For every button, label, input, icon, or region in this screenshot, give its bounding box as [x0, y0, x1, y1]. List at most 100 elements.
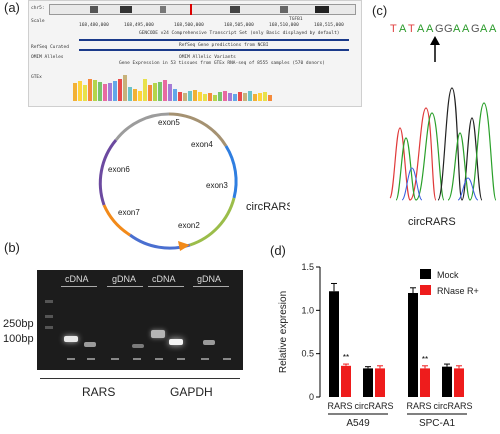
sequence-letter: A [480, 23, 488, 35]
bar [408, 293, 418, 397]
band [203, 340, 215, 345]
panel-b-label: (b) [4, 240, 20, 255]
gtex-bar [98, 82, 102, 101]
legend-label: RNase R+ [437, 286, 479, 296]
refseq-label: RefSeq Curated [31, 45, 69, 50]
band [132, 344, 144, 348]
omim-variants-label: OMIM Allelic Variants [179, 55, 236, 60]
sequence-letter: T [408, 23, 415, 35]
gtex-bar [83, 85, 87, 101]
gtex-bar [218, 92, 222, 101]
gtex-bar [248, 91, 252, 101]
gtex-bar [73, 83, 77, 101]
sequence-letter: A [426, 23, 434, 35]
gtex-bar [128, 87, 132, 101]
bar [341, 365, 351, 397]
exon7-arc [102, 204, 131, 237]
band [169, 339, 183, 345]
gtex-bar [153, 83, 157, 101]
gene-label-rars: RARS [82, 385, 116, 399]
gtex-bar [208, 93, 212, 101]
gtex-bar [133, 89, 137, 101]
gtex-bar [113, 81, 117, 101]
panel-c-label: (c) [372, 3, 388, 18]
band [151, 330, 165, 338]
gtex-bar [138, 91, 142, 101]
exon2-arc [189, 197, 236, 247]
exon6-arc [98, 139, 118, 206]
gtex-bar [243, 93, 247, 101]
coord-label: 168,505,000 [224, 23, 254, 28]
gtex-bar [78, 81, 82, 101]
sequence-letter: A [453, 23, 461, 35]
x-tick-label: RARS [327, 401, 352, 411]
y-tick-label: 0.5 [301, 349, 314, 359]
bar [454, 368, 464, 397]
marker-label: 250bp [3, 318, 34, 330]
gtex-bar [103, 84, 107, 101]
gtex-bar [228, 93, 232, 101]
arrowhead-icon [178, 241, 190, 251]
junction-arrow-icon [430, 36, 440, 45]
gtex-bar [268, 95, 272, 101]
gtex-bar [203, 94, 207, 101]
refseq-track [79, 49, 349, 51]
gtex-bar [213, 95, 217, 101]
lane-label: cDNA [65, 274, 89, 284]
x-tick-label: RARS [406, 401, 431, 411]
bar [442, 366, 452, 397]
gtex-bar [193, 90, 197, 101]
lane-label: gDNA [197, 274, 222, 284]
gtex-bar [258, 93, 262, 101]
legend-swatch [420, 269, 431, 279]
x-tick-label: circRARS [354, 401, 393, 411]
y-tick-label: 1.0 [301, 305, 314, 315]
sequence-letter: A [399, 23, 407, 35]
panel-d-label: (d) [270, 243, 286, 258]
y-axis-label: Relative expresion [278, 291, 289, 373]
gtex-label: GTEx [31, 75, 42, 80]
group-label: A549 [346, 418, 370, 429]
scale-label: Scale [31, 19, 45, 24]
bar [329, 291, 339, 397]
gtex-bar [238, 92, 242, 101]
gtex-bar [188, 91, 192, 101]
significance-marker: ** [343, 353, 349, 362]
gtex-bar [108, 83, 112, 101]
lane-label: gDNA [112, 274, 137, 284]
circrars-label: circRARS [246, 201, 290, 213]
sequence-letter: A [417, 23, 425, 35]
gtex-bar [118, 79, 122, 101]
gtex-bar [223, 91, 227, 101]
gtex-bar [253, 94, 257, 101]
omim-label: OMIM Alleles [31, 55, 64, 60]
legend-swatch [420, 285, 431, 295]
gtex-title: Gene Expression in 53 tissues from GTEx … [119, 61, 325, 66]
exon3-arc [224, 145, 238, 199]
coord-label: 168,500,000 [174, 23, 204, 28]
bar [375, 368, 385, 397]
gtex-bar [148, 85, 152, 101]
sequence-letter: A [489, 23, 497, 35]
gtex-bar [143, 79, 147, 101]
coord-label: 168,515,000 [314, 23, 344, 28]
legend-label: Mock [437, 270, 459, 280]
ladder-band [45, 315, 53, 318]
lane-label: cDNA [152, 274, 176, 284]
bar [420, 368, 430, 397]
gtex-expression-bars [73, 69, 353, 101]
gencode-label: GENCODE v24 Comprehensive Transcript Set… [139, 31, 340, 36]
exon2-label: exon2 [178, 221, 200, 230]
gtex-bar [183, 93, 187, 101]
band [84, 342, 96, 347]
panel-a-label: (a) [4, 0, 20, 15]
circrars-diagram: exon5 exon4 exon3 exon2 exon7 exon6 circ… [98, 112, 290, 251]
ladder-band [45, 326, 53, 329]
y-tick-label: 1.5 [301, 262, 314, 272]
exon7-label: exon7 [118, 208, 140, 217]
gtex-bar [263, 92, 267, 101]
gene-label-gapdh: GAPDH [170, 385, 213, 399]
sequence-letter: G [435, 23, 444, 35]
